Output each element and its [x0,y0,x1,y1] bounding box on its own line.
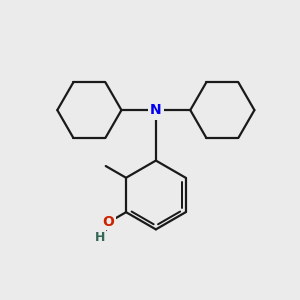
Text: N: N [150,103,162,117]
Text: O: O [103,214,114,229]
Text: H: H [95,231,105,244]
